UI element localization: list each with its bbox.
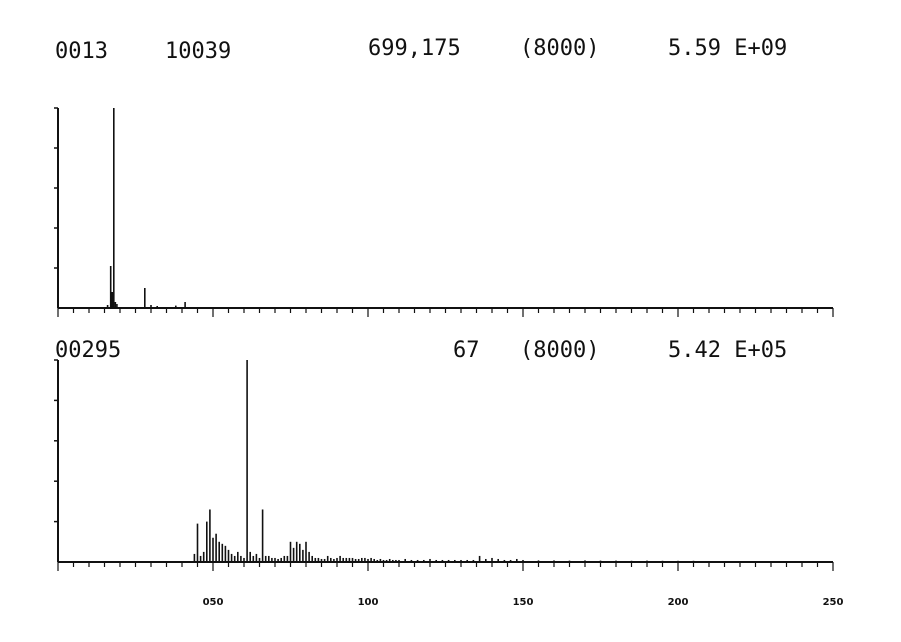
x-tick-label: 200 bbox=[668, 597, 689, 608]
x-tick-label: 050 bbox=[203, 597, 224, 608]
top-count: 10039 bbox=[165, 39, 231, 64]
x-tick-label: 100 bbox=[358, 597, 379, 608]
bottom-value: 67 bbox=[453, 338, 480, 363]
x-tick-label: 150 bbox=[513, 597, 534, 608]
top-value: 699,175 bbox=[368, 36, 461, 61]
bottom-spectrum-panel: 050 100 150 200 250 bbox=[54, 359, 844, 608]
bottom-intensity: 5.42 E+05 bbox=[668, 338, 787, 363]
top-range: (8000) bbox=[520, 36, 599, 61]
bottom-range: (8000) bbox=[520, 338, 599, 363]
x-tick-label: 250 bbox=[823, 597, 844, 608]
top-intensity: 5.59 E+09 bbox=[668, 36, 787, 61]
top-scan-number: 0013 bbox=[55, 39, 108, 64]
top-spectrum-panel bbox=[54, 107, 834, 317]
bottom-scan-number: 00295 bbox=[55, 338, 121, 363]
